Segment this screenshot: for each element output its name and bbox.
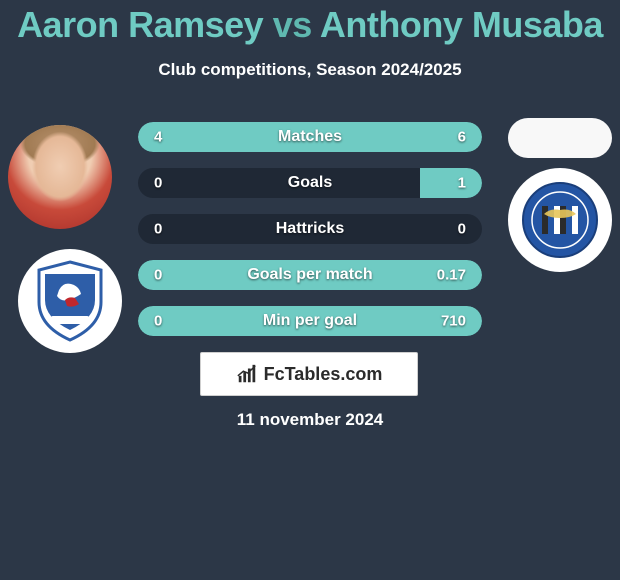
player1-club-badge [18,249,122,353]
stat-value-left: 4 [154,129,162,146]
sheffield-wednesday-crest-icon [521,181,599,259]
subtitle: Club competitions, Season 2024/2025 [0,60,620,80]
stat-value-left: 0 [154,221,162,238]
cardiff-crest-icon [35,260,105,342]
stat-value-right: 710 [441,313,466,330]
stat-value-right: 1 [458,175,466,192]
player2-club-badge [508,168,612,272]
bar-fill [138,306,482,336]
player1-name: Aaron Ramsey [17,4,263,45]
stat-value-left: 0 [154,175,162,192]
date-label: 11 november 2024 [0,410,620,430]
brand-badge: FcTables.com [200,352,418,396]
page-title: Aaron Ramsey vs Anthony Musaba [0,0,620,46]
stat-label: Hattricks [138,220,482,238]
stat-row: 0Min per goal710 [138,306,482,336]
bar-fill-right [420,168,482,198]
chart-icon [236,363,258,385]
player2-name: Anthony Musaba [320,4,603,45]
stat-value-right: 0 [458,221,466,238]
bar-fill [138,260,482,290]
comparison-card: Aaron Ramsey vs Anthony Musaba Club comp… [0,0,620,580]
stat-row: 0Goals1 [138,168,482,198]
stat-row: 4Matches6 [138,122,482,152]
brand-name: FcTables.com [264,364,383,385]
player1-avatar [8,125,112,229]
player2-avatar-placeholder [508,118,612,158]
stat-row: 0Hattricks0 [138,214,482,244]
bar-fill [138,122,482,152]
vs-text: vs [273,4,312,45]
stat-value-left: 0 [154,313,162,330]
stat-value-right: 6 [458,129,466,146]
stat-row: 0Goals per match0.17 [138,260,482,290]
stat-value-left: 0 [154,267,162,284]
stat-value-right: 0.17 [437,267,466,284]
stat-bars: 4Matches60Goals10Hattricks00Goals per ma… [138,122,482,352]
